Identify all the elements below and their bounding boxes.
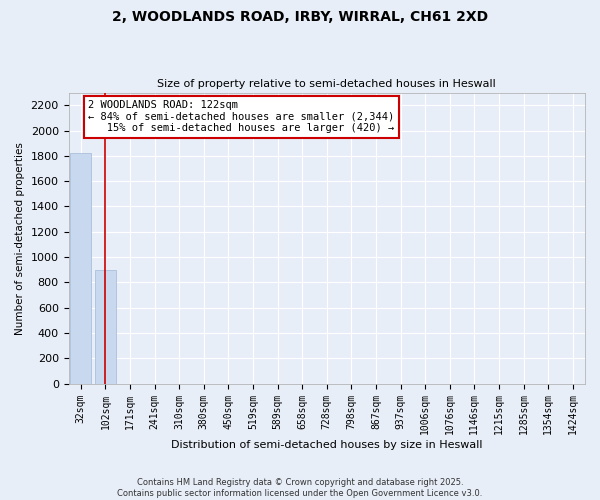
Y-axis label: Number of semi-detached properties: Number of semi-detached properties <box>15 142 25 334</box>
Bar <box>70 154 91 384</box>
Text: 2 WOODLANDS ROAD: 122sqm
← 84% of semi-detached houses are smaller (2,344)
   15: 2 WOODLANDS ROAD: 122sqm ← 84% of semi-d… <box>88 100 394 134</box>
Bar <box>95 270 116 384</box>
Text: Contains HM Land Registry data © Crown copyright and database right 2025.
Contai: Contains HM Land Registry data © Crown c… <box>118 478 482 498</box>
X-axis label: Distribution of semi-detached houses by size in Heswall: Distribution of semi-detached houses by … <box>171 440 482 450</box>
Title: Size of property relative to semi-detached houses in Heswall: Size of property relative to semi-detach… <box>157 79 496 89</box>
Text: 2, WOODLANDS ROAD, IRBY, WIRRAL, CH61 2XD: 2, WOODLANDS ROAD, IRBY, WIRRAL, CH61 2X… <box>112 10 488 24</box>
